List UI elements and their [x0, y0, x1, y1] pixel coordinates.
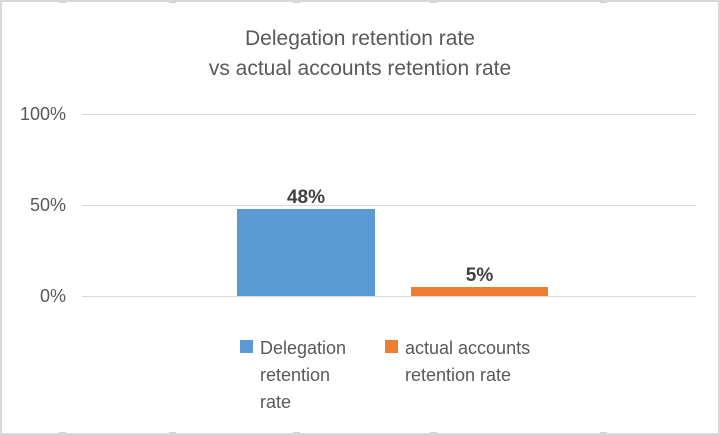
data-label-delegation-retention-rate[interactable]: 48%: [286, 187, 326, 208]
gridline-100: [82, 114, 696, 115]
y-axis-tick-50[interactable]: 50%: [29, 195, 66, 215]
chart-title[interactable]: Delegation retention rate vs actual acco…: [208, 27, 512, 80]
worksheet-tick: [600, 432, 607, 433]
worksheet-tick: [293, 432, 300, 433]
worksheet-tick: [169, 432, 176, 433]
gridline-0-axis: [82, 296, 696, 297]
data-label-actual-accounts-retention-rate[interactable]: 5%: [465, 265, 494, 286]
gridline-50: [82, 205, 696, 206]
worksheet-tick: [600, 2, 607, 3]
legend-swatch-blue-icon: [240, 340, 253, 353]
worksheet-tick: [59, 432, 66, 433]
bar-delegation-retention-rate[interactable]: [237, 209, 375, 296]
bar-actual-accounts-retention-rate[interactable]: [411, 287, 548, 296]
y-axis-tick-100[interactable]: 100%: [19, 104, 66, 124]
worksheet-tick: [59, 2, 66, 3]
legend[interactable]: Delegation retention rate actual account…: [2, 335, 718, 419]
worksheet-tick: [293, 2, 300, 3]
worksheet-tick: [430, 432, 437, 433]
worksheet-tick: [430, 2, 437, 3]
legend-swatch-orange-icon: [385, 340, 398, 353]
plot-area[interactable]: 48% 5%: [82, 114, 696, 297]
y-axis-tick-0[interactable]: 0%: [39, 286, 66, 306]
worksheet-tick: [169, 2, 176, 3]
legend-entry-delegation-retention-rate[interactable]: Delegation retention rate: [240, 335, 346, 416]
legend-entry-actual-accounts-retention-rate[interactable]: actual accounts retention rate: [385, 335, 530, 389]
legend-label: Delegation retention rate: [260, 338, 347, 412]
legend-label: actual accounts retention rate: [405, 338, 531, 385]
